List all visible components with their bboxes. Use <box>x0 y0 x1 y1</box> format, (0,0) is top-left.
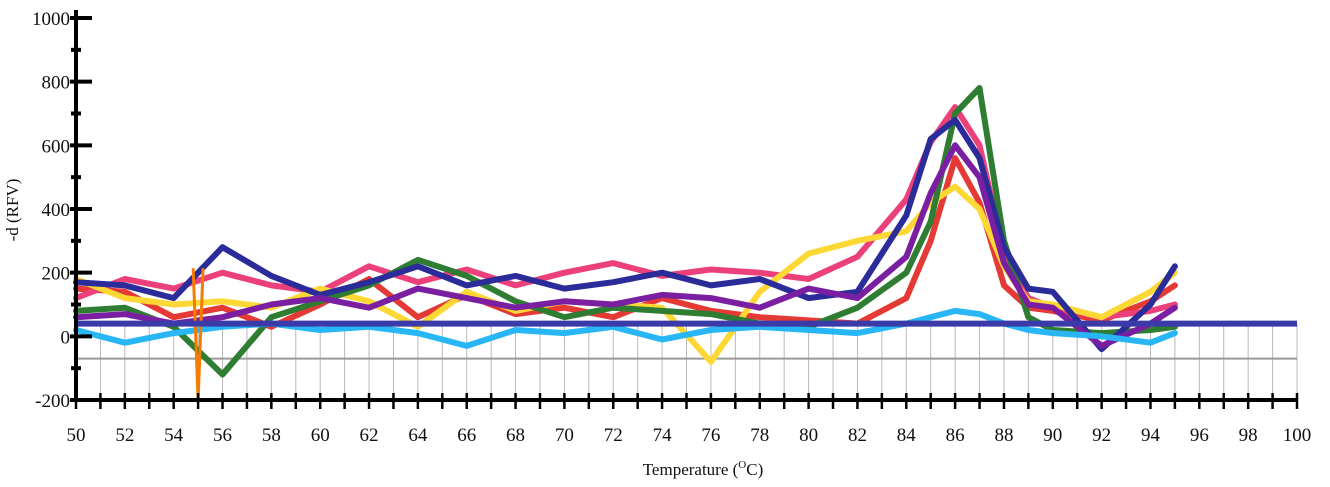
x-tick-label: 72 <box>604 425 623 446</box>
x-tick-label: 100 <box>1283 425 1312 446</box>
x-tick-label: 84 <box>897 425 917 446</box>
x-tick-label: 62 <box>360 425 379 446</box>
x-tick-label: 88 <box>994 425 1013 446</box>
x-tick-label: 64 <box>408 425 428 446</box>
series-line <box>73 116 1178 353</box>
x-tick-label: 80 <box>799 425 818 446</box>
y-axis-title: -d (RFV) <box>3 179 22 242</box>
grid <box>75 323 1298 400</box>
y-tick-label: 400 <box>42 200 71 221</box>
y-tick-label: -200 <box>35 391 70 412</box>
x-tick-label: 86 <box>946 425 965 446</box>
x-tick-label: 92 <box>1092 425 1111 446</box>
y-tick-label: 800 <box>42 73 71 94</box>
x-axis-title-unit: C) <box>746 460 763 479</box>
x-tick-label: 68 <box>506 425 525 446</box>
x-axis-title: Temperature (OC) <box>643 459 764 479</box>
x-tick-label: 66 <box>457 425 476 446</box>
x-tick-label: 76 <box>701 425 720 446</box>
x-axis-title-sup: O <box>738 459 746 471</box>
x-tick-label: 82 <box>848 425 867 446</box>
x-axis-title-text: Temperature ( <box>643 460 739 479</box>
series-line <box>73 104 1178 321</box>
y-tick-label: 1000 <box>32 9 70 30</box>
y-tick-label: 600 <box>42 136 71 157</box>
series-group <box>73 85 1297 402</box>
x-tick-label: 52 <box>115 425 134 446</box>
x-tick-label: 60 <box>311 425 330 446</box>
x-tick-label: 98 <box>1239 425 1258 446</box>
x-tick-label: 70 <box>555 425 574 446</box>
x-tick-label: 74 <box>653 425 673 446</box>
y-tick-label: 200 <box>42 264 71 285</box>
series-line <box>73 142 1178 349</box>
x-tick-label: 50 <box>67 425 86 446</box>
x-tick-label: 78 <box>750 425 769 446</box>
x-tick-label: 94 <box>1141 425 1161 446</box>
x-tick-label: 96 <box>1190 425 1209 446</box>
x-tick-label: 58 <box>262 425 281 446</box>
x-tick-label: 90 <box>1043 425 1062 446</box>
x-tick-label: 54 <box>164 425 184 446</box>
y-tick-label: 0 <box>61 327 71 348</box>
axes <box>70 10 1299 409</box>
x-tick-label: 56 <box>213 425 232 446</box>
tick-labels: 50 52 54 56 58 60 62 64 66 68 70 72 74 76 78 80 82 84 86 88… <box>32 9 1311 446</box>
